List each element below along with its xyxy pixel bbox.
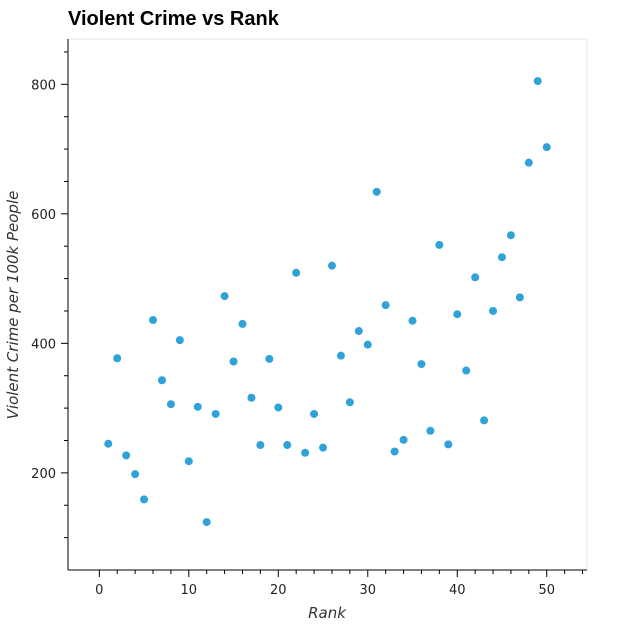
data-point — [524, 158, 533, 167]
data-point — [184, 457, 193, 466]
data-point — [336, 351, 345, 360]
data-point — [310, 409, 319, 418]
data-point — [292, 268, 301, 277]
data-point — [193, 402, 202, 411]
data-point — [175, 336, 184, 345]
x-axis-label: Rank — [308, 604, 347, 622]
data-point — [354, 327, 363, 336]
data-point — [265, 354, 274, 363]
x-ticks: 0 10 20 30 40 50 — [95, 570, 584, 598]
y-tick-label: 600 — [31, 208, 56, 223]
data-point — [274, 403, 283, 412]
data-point — [149, 316, 158, 325]
data-point — [453, 310, 462, 319]
data-point — [247, 393, 256, 402]
data-point — [542, 143, 551, 152]
y-tick-label: 800 — [31, 78, 56, 93]
data-point — [157, 376, 166, 385]
data-point — [345, 398, 354, 407]
data-point — [480, 416, 489, 425]
data-point — [283, 441, 292, 450]
data-point — [256, 441, 265, 450]
data-point — [319, 443, 328, 452]
x-tick-label: 50 — [538, 583, 555, 598]
y-axis-label: Violent Crime per 100k People — [4, 191, 22, 420]
data-point — [229, 357, 238, 366]
data-point — [104, 439, 113, 448]
x-tick-label: 20 — [270, 583, 287, 598]
data-points — [104, 77, 551, 527]
data-point — [220, 292, 229, 301]
data-point — [471, 273, 480, 282]
data-point — [140, 495, 149, 504]
data-point — [363, 340, 372, 349]
data-point — [113, 354, 122, 363]
data-point — [435, 240, 444, 249]
y-tick-label: 400 — [31, 337, 56, 352]
data-point — [301, 448, 310, 457]
data-point — [166, 400, 175, 409]
data-point — [238, 319, 247, 328]
y-tick-label: 200 — [31, 467, 56, 482]
data-point — [417, 360, 426, 369]
data-point — [122, 451, 131, 460]
plot-frame — [67, 38, 588, 571]
data-point — [444, 440, 453, 449]
chart-title: Violent Crime vs Rank — [68, 8, 279, 30]
data-point — [506, 231, 515, 240]
data-point — [489, 306, 498, 315]
x-tick-label: 40 — [449, 583, 466, 598]
data-point — [131, 470, 140, 479]
x-tick-label: 0 — [95, 583, 103, 598]
data-point — [372, 187, 381, 196]
data-point — [202, 518, 211, 527]
y-ticks: 200 400 600 800 — [31, 51, 68, 539]
data-point — [381, 301, 390, 310]
x-tick-label: 10 — [181, 583, 198, 598]
data-point — [211, 409, 220, 418]
data-point — [426, 426, 435, 435]
x-tick-label: 30 — [359, 583, 376, 598]
data-point — [327, 261, 336, 270]
data-point — [408, 316, 417, 325]
data-point — [399, 435, 408, 444]
data-point — [515, 293, 524, 302]
data-point — [462, 366, 471, 375]
data-point — [390, 447, 399, 456]
data-point — [497, 253, 506, 262]
data-point — [533, 77, 542, 86]
